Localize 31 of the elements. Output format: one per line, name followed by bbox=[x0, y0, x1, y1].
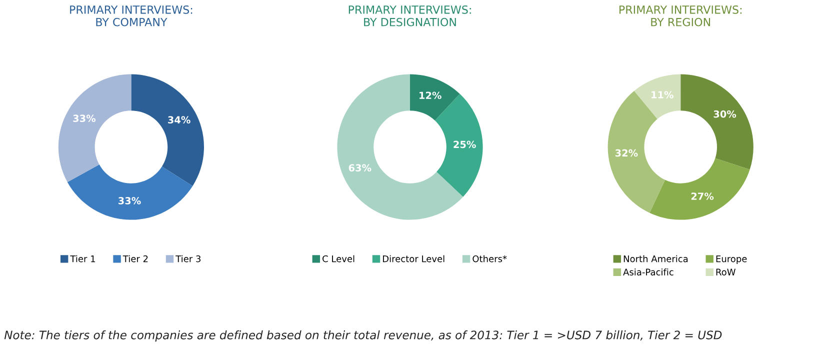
legend-label: Others* bbox=[472, 255, 507, 262]
legend-label: Asia-Pacific bbox=[623, 268, 674, 276]
data-label: 33% bbox=[73, 114, 96, 122]
data-label: 11% bbox=[652, 91, 674, 98]
donut-slice bbox=[131, 74, 204, 186]
text: Note: The tiers of the companies are defined based on their total revenue, as of 2013: Tier 1 = >USD 7 billion, Tier 2 = USD bbox=[4, 330, 722, 342]
data-label: 12% bbox=[420, 92, 442, 100]
legend-label: RoW bbox=[716, 268, 736, 276]
legend-label: Europe bbox=[716, 256, 747, 264]
legend-label: North America bbox=[624, 255, 688, 262]
donut-slice bbox=[67, 164, 193, 220]
donut-slice bbox=[680, 74, 754, 170]
legend-label: Tier 3 bbox=[176, 255, 201, 262]
legend-label: C Level bbox=[322, 255, 354, 262]
data-label: 25% bbox=[454, 140, 476, 148]
legend-label: Tier 1 bbox=[70, 255, 95, 262]
data-label: 27% bbox=[691, 192, 714, 200]
donut-slice bbox=[650, 158, 750, 220]
donut-slice bbox=[634, 74, 681, 119]
legend-label: Director Level bbox=[382, 255, 444, 262]
data-label: 33% bbox=[118, 197, 141, 204]
data-label: 30% bbox=[714, 110, 736, 118]
donut-slice bbox=[410, 74, 460, 120]
chart-title: PRIMARY INTERVIEWS: BY REGION bbox=[619, 5, 742, 26]
data-label: 34% bbox=[168, 116, 190, 124]
donut-slice bbox=[58, 74, 132, 182]
legend-label: Tier 2 bbox=[122, 255, 148, 262]
chart-title: PRIMARY INTERVIEWS: BY COMPANY bbox=[70, 5, 192, 26]
data-label: 32% bbox=[615, 149, 638, 157]
chart-title: PRIMARY INTERVIEWS: BY DESIGNATION bbox=[348, 5, 471, 26]
data-label: 63% bbox=[348, 164, 372, 172]
